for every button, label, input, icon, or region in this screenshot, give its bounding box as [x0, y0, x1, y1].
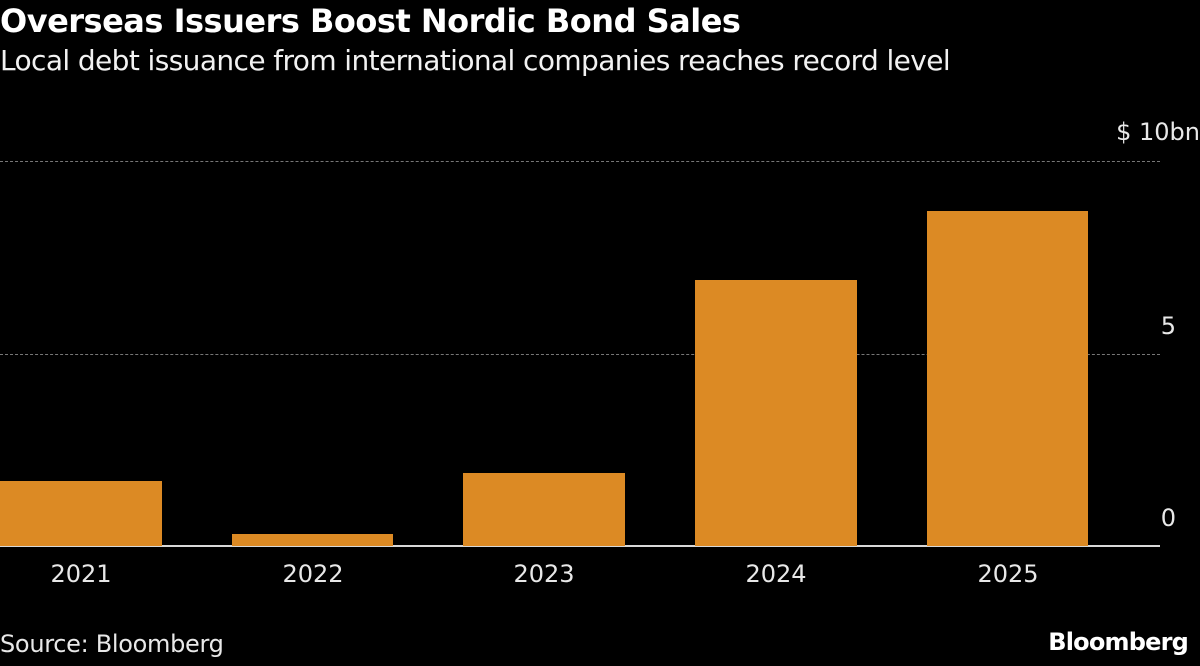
x-tick-2022: 2022 — [282, 560, 344, 588]
y-tick-0: 0 — [1160, 504, 1176, 532]
x-tick-2021: 2021 — [50, 560, 112, 588]
chart-subtitle: Local debt issuance from international c… — [0, 44, 951, 77]
source-note: Source: Bloomberg — [0, 630, 224, 658]
y-tick-5: 5 — [1160, 312, 1176, 340]
bar-2024 — [695, 280, 857, 546]
x-axis-baseline — [0, 545, 1160, 547]
y-tick-10: $ 10bn — [1116, 118, 1200, 146]
gridline-10 — [0, 161, 1160, 162]
bloomberg-logo: Bloomberg — [1048, 628, 1189, 656]
bar-2022 — [232, 534, 393, 546]
gridline-5 — [0, 354, 1160, 355]
chart-title: Overseas Issuers Boost Nordic Bond Sales — [0, 2, 741, 40]
x-tick-2023: 2023 — [513, 560, 575, 588]
x-tick-2025: 2025 — [977, 560, 1039, 588]
bar-2023 — [463, 472, 625, 546]
x-tick-2024: 2024 — [745, 560, 807, 588]
bar-2025 — [927, 211, 1088, 546]
bar-2021 — [0, 480, 162, 546]
